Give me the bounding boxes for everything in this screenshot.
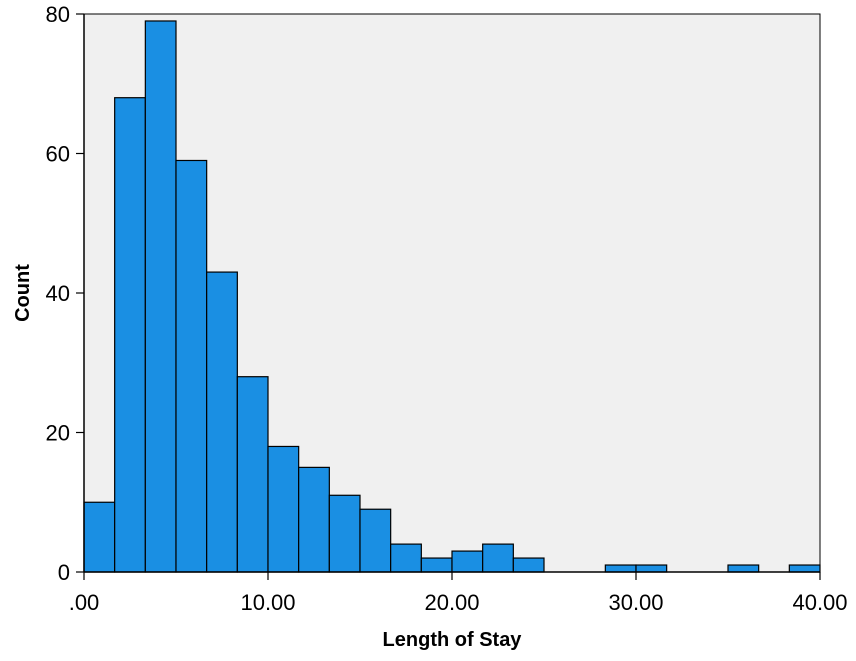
histogram-bar [298, 466, 330, 573]
x-tick-label: 40.00 [792, 590, 847, 615]
histogram-bar [451, 550, 484, 573]
histogram-bar [482, 543, 514, 573]
histogram-bar [206, 271, 238, 573]
bars-group [83, 20, 821, 573]
histogram-bar [236, 376, 269, 573]
x-tick-label: 30.00 [608, 590, 663, 615]
histogram-bar [114, 97, 146, 573]
y-axis-ticks: 0 20 40 60 80 [46, 2, 84, 585]
y-tick-label: 20 [46, 421, 70, 446]
histogram-bar [420, 557, 453, 573]
histogram-bar [604, 564, 637, 573]
x-tick-label: 10.00 [240, 590, 295, 615]
histogram-bar [359, 508, 392, 573]
y-tick-label: 0 [58, 560, 70, 585]
histogram-bar [83, 501, 116, 573]
histogram-bar [512, 557, 545, 573]
histogram-bar [727, 564, 760, 573]
histogram-bar [635, 564, 668, 573]
histogram-bar [175, 159, 208, 573]
x-axis-ticks: .00 10.00 20.00 30.00 40.00 [69, 572, 848, 615]
histogram-bar [144, 20, 177, 573]
histogram-bar [328, 494, 361, 573]
x-tick-label: .00 [69, 590, 100, 615]
x-tick-label: 20.00 [424, 590, 479, 615]
y-tick-label: 40 [46, 281, 70, 306]
histogram-bar [390, 543, 422, 573]
histogram-bar [788, 564, 821, 573]
y-tick-label: 60 [46, 142, 70, 167]
histogram-bar [267, 445, 300, 573]
y-tick-label: 80 [46, 2, 70, 27]
x-axis-title: Length of Stay [383, 629, 523, 651]
y-axis-title: Count [12, 264, 34, 322]
